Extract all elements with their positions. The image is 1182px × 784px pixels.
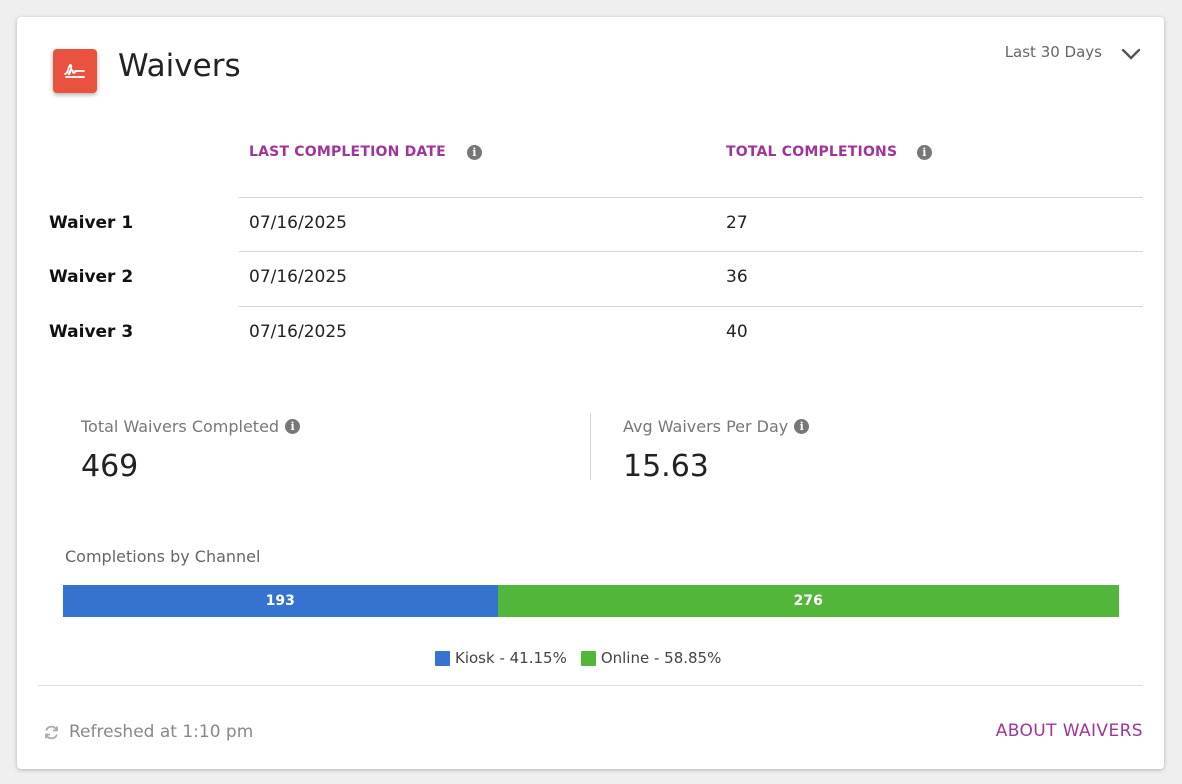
table-header-divider xyxy=(239,197,1143,198)
channel-legend: Kiosk - 41.15% Online - 58.85% xyxy=(435,649,721,667)
stats-divider xyxy=(590,413,591,480)
row-divider xyxy=(239,251,1143,252)
completion-count: 40 xyxy=(726,322,748,342)
avg-waivers-label: Avg Waivers Per Day i xyxy=(623,417,810,436)
total-waivers-value: 469 xyxy=(81,449,139,484)
channel-chart-title: Completions by Channel xyxy=(65,547,261,566)
total-waivers-label: Total Waivers Completed i xyxy=(81,417,301,436)
completion-count: 36 xyxy=(726,267,748,287)
info-icon[interactable]: i xyxy=(285,419,301,434)
completion-date: 07/16/2025 xyxy=(249,267,347,287)
card-title: Waivers xyxy=(118,48,241,84)
refresh-icon[interactable] xyxy=(43,724,60,741)
info-icon[interactable]: i xyxy=(794,419,810,434)
signature-icon xyxy=(53,49,97,93)
row-label: Waiver 2 xyxy=(49,267,134,287)
info-icon[interactable]: i xyxy=(917,145,932,160)
row-label: Waiver 1 xyxy=(49,213,134,233)
waivers-card: Waivers Last 30 Days LAST COMPLETION DAT… xyxy=(17,17,1164,769)
completion-date: 07/16/2025 xyxy=(249,213,347,233)
row-label: Waiver 3 xyxy=(49,322,134,342)
completion-date: 07/16/2025 xyxy=(249,322,347,342)
channel-segment-kiosk: 193 xyxy=(63,585,498,617)
about-waivers-link[interactable]: ABOUT WAIVERS xyxy=(995,721,1143,741)
channel-stacked-bar: 193 276 xyxy=(63,585,1119,617)
online-swatch xyxy=(580,650,596,666)
info-icon[interactable]: i xyxy=(467,145,482,160)
column-header-total-completions: TOTAL COMPLETIONS i xyxy=(726,144,932,160)
chevron-down-icon[interactable] xyxy=(1120,46,1142,62)
avg-waivers-value: 15.63 xyxy=(623,449,709,484)
column-header-last-completion: LAST COMPLETION DATE i xyxy=(249,144,482,160)
date-range-label[interactable]: Last 30 Days xyxy=(1004,43,1102,61)
legend-item-kiosk: Kiosk - 41.15% xyxy=(435,649,567,667)
row-divider xyxy=(239,306,1143,307)
completion-count: 27 xyxy=(726,213,748,233)
channel-segment-online: 276 xyxy=(497,585,1119,617)
footer-divider xyxy=(38,685,1143,686)
legend-item-online: Online - 58.85% xyxy=(580,649,721,667)
kiosk-swatch xyxy=(435,650,450,666)
refresh-status: Refreshed at 1:10 pm xyxy=(43,722,253,742)
